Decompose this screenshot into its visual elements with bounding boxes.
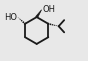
- Text: OH: OH: [42, 5, 55, 14]
- Polygon shape: [36, 10, 42, 18]
- Text: HO: HO: [4, 13, 17, 22]
